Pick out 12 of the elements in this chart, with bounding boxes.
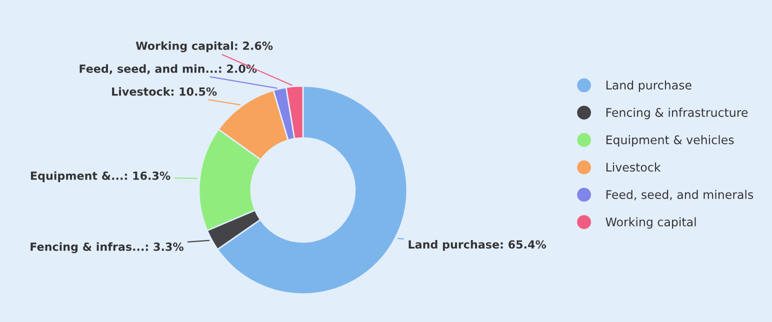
data-label: Equipment &...: 16.3%	[30, 171, 170, 182]
data-label: Land purchase: 65.4%	[408, 240, 546, 251]
data-label: Fencing & infras...: 3.3%	[30, 242, 184, 254]
legend-label: Livestock	[606, 162, 661, 172]
legend-label: Equipment & vehicles	[606, 135, 734, 147]
data-label: Feed, seed, and min...: 2.0%	[80, 64, 257, 74]
legend-label: Feed, seed, and minerals	[606, 190, 754, 200]
legend-label: Fencing & infrastructure	[606, 108, 748, 120]
legend-label: Working capital	[606, 217, 696, 229]
legend-label: Land purchase	[606, 80, 692, 92]
data-label: Working capital: 2.6%	[136, 41, 273, 52]
data-label: Livestock: 10.5%	[112, 87, 217, 96]
